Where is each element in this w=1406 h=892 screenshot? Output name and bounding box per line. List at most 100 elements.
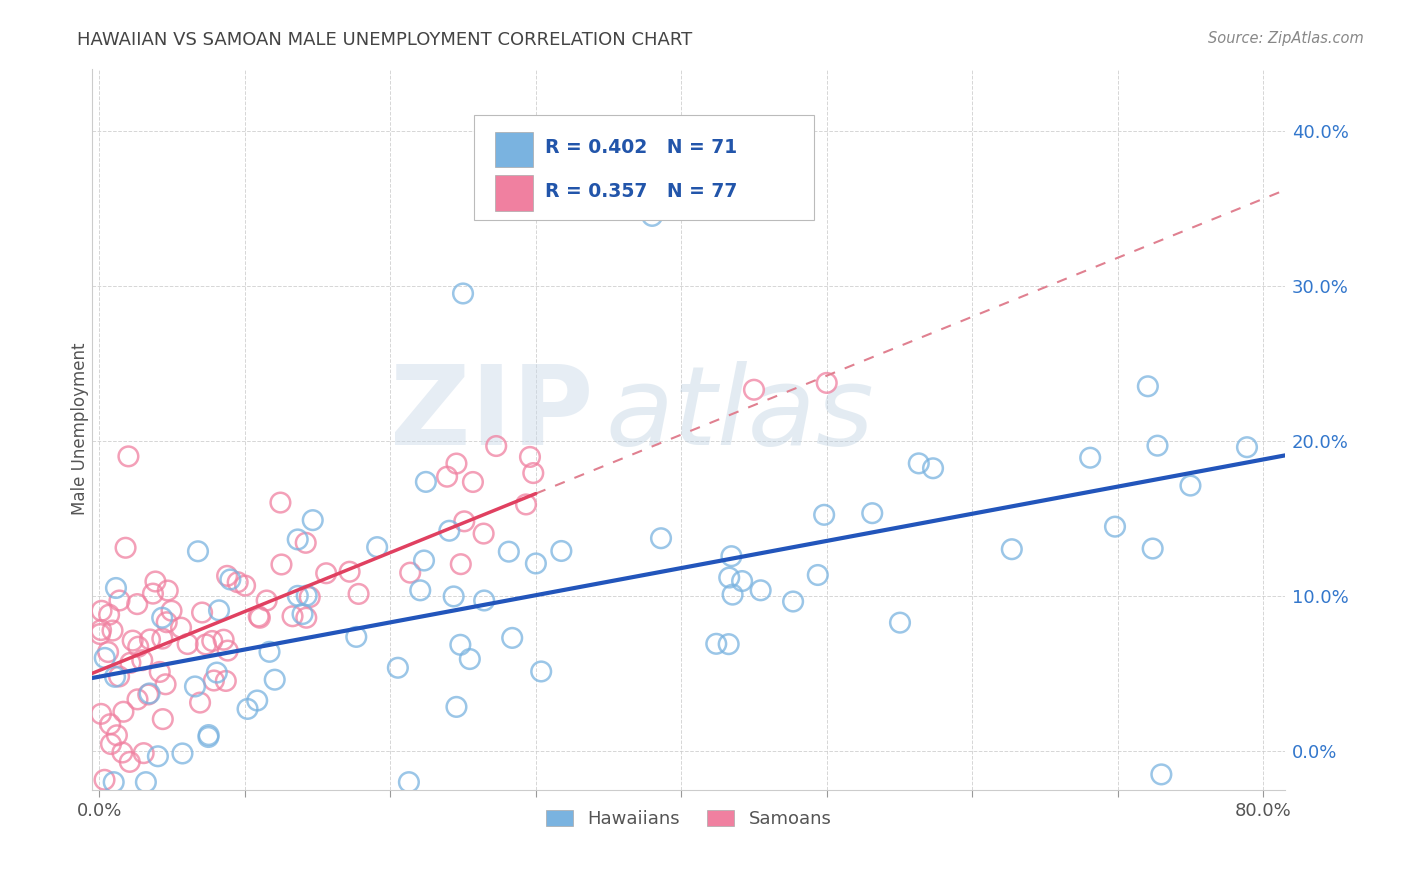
Point (191, 606, 214, 620)
Point (889, 615, 911, 630)
Point (145, 574, 167, 589)
Text: R = 0.357   N = 77: R = 0.357 N = 77 (546, 182, 738, 201)
Point (782, 594, 804, 608)
Point (150, 611, 173, 625)
Point (100, 737, 122, 751)
Legend: Hawaiians, Samoans: Hawaiians, Samoans (538, 802, 838, 835)
Point (215, 673, 238, 688)
Point (160, 604, 183, 618)
Point (98, 607, 121, 622)
Point (1104, 519, 1126, 533)
Point (138, 686, 160, 700)
Point (139, 632, 162, 647)
Point (366, 540, 388, 554)
Point (519, 450, 541, 464)
Point (104, 581, 127, 595)
Point (197, 730, 219, 744)
Point (259, 645, 281, 659)
Point (247, 609, 270, 624)
Point (1001, 542, 1024, 557)
Point (295, 611, 318, 625)
Point (94, 651, 117, 665)
Point (387, 661, 409, 675)
Point (501, 631, 523, 645)
Point (155, 677, 177, 691)
Point (451, 286, 474, 301)
Point (146, 749, 169, 764)
Point (515, 498, 537, 512)
Point (208, 603, 231, 617)
Point (188, 696, 211, 710)
Point (202, 673, 225, 688)
Y-axis label: Male Unemployment: Male Unemployment (72, 343, 89, 516)
Point (720, 549, 742, 564)
Point (142, 586, 165, 600)
Point (172, 747, 194, 761)
Point (212, 632, 235, 647)
Point (522, 466, 544, 480)
Point (453, 514, 475, 528)
Point (246, 693, 269, 707)
Point (150, 632, 173, 646)
Point (105, 728, 128, 742)
Point (641, 209, 664, 223)
Point (135, 775, 157, 789)
Point (219, 573, 242, 587)
Point (263, 673, 285, 687)
Point (269, 495, 291, 509)
Point (90, 604, 112, 618)
Point (344, 630, 367, 644)
Text: ZIP: ZIP (389, 361, 593, 468)
Point (201, 634, 224, 648)
Point (132, 746, 155, 760)
Point (233, 578, 256, 592)
Point (114, 541, 136, 555)
Point (287, 533, 309, 547)
Point (717, 637, 740, 651)
Point (156, 615, 179, 630)
Point (127, 692, 149, 706)
Point (98, 717, 121, 731)
Point (117, 450, 139, 464)
Point (197, 728, 219, 742)
Point (458, 652, 481, 666)
Point (443, 590, 465, 604)
Point (152, 712, 174, 726)
Point (249, 611, 271, 625)
Point (205, 665, 228, 680)
Text: R = 0.402   N = 71: R = 0.402 N = 71 (546, 138, 738, 157)
Point (472, 526, 495, 541)
Point (108, 669, 131, 683)
Point (449, 638, 471, 652)
Point (187, 544, 209, 558)
Point (93, 772, 115, 787)
Point (446, 457, 468, 471)
Point (256, 593, 278, 607)
Point (184, 680, 207, 694)
Point (118, 755, 141, 769)
Point (815, 376, 838, 390)
Point (413, 553, 436, 567)
Point (339, 565, 361, 579)
Point (461, 475, 484, 489)
Point (121, 633, 143, 648)
Point (90, 623, 112, 637)
Point (718, 570, 741, 584)
Point (731, 574, 754, 588)
Point (650, 531, 672, 545)
Point (1150, 767, 1173, 781)
Point (127, 597, 149, 611)
Point (291, 607, 314, 621)
FancyBboxPatch shape (474, 115, 814, 220)
Point (907, 456, 929, 470)
Text: Source: ZipAtlas.com: Source: ZipAtlas.com (1208, 31, 1364, 46)
Point (399, 566, 422, 580)
Text: atlas: atlas (605, 361, 873, 468)
Point (922, 461, 945, 475)
Point (295, 589, 318, 603)
Point (298, 590, 321, 604)
Point (194, 638, 217, 652)
Point (807, 568, 830, 582)
Point (120, 656, 142, 670)
Point (97, 645, 120, 659)
